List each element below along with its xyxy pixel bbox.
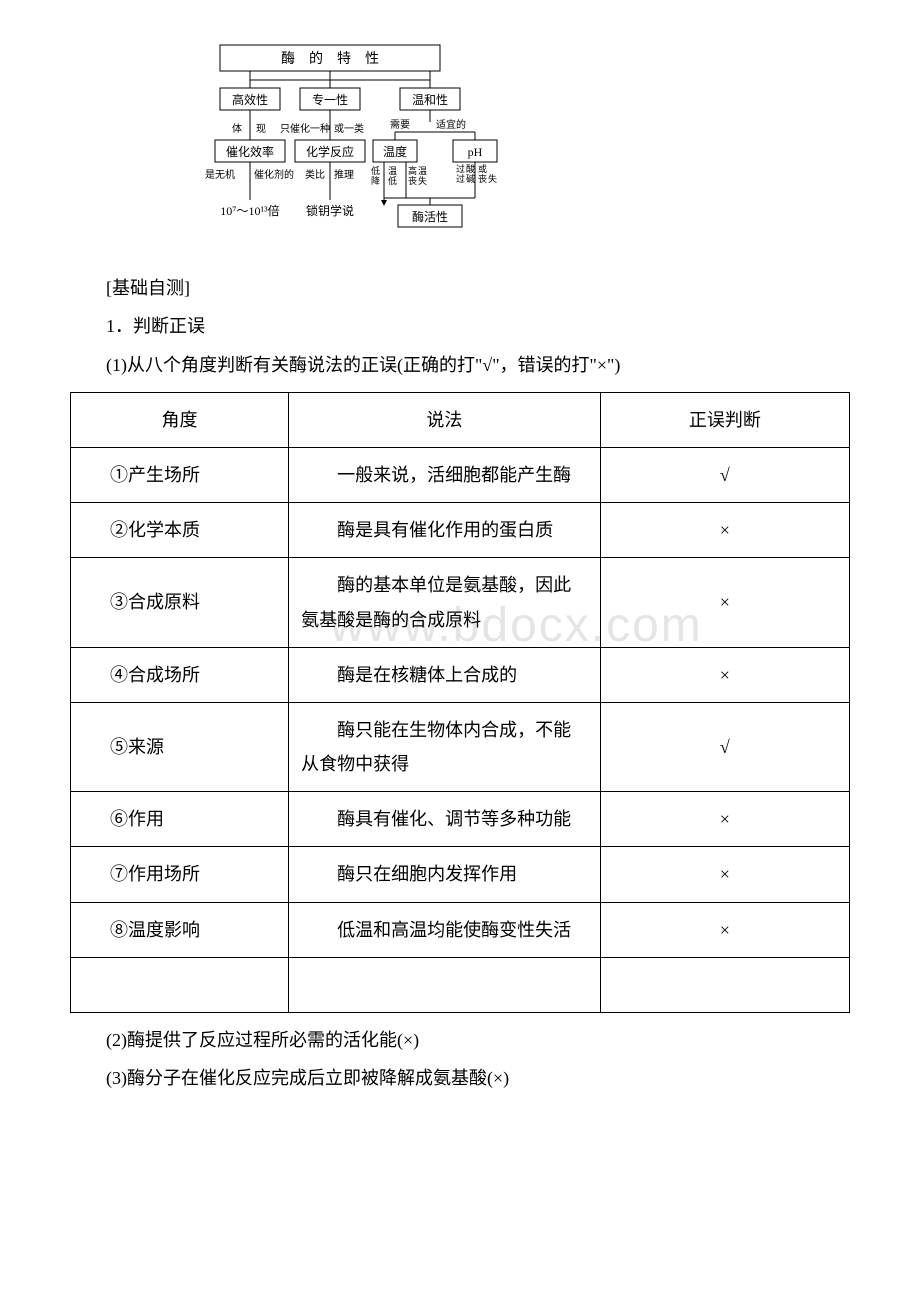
q1-title: 1．判断正误 xyxy=(70,309,850,343)
svg-text:丧: 丧 xyxy=(408,176,417,186)
table-row-empty xyxy=(71,957,850,1012)
svg-text:温度: 温度 xyxy=(383,144,407,159)
svg-text:需要: 需要 xyxy=(390,119,410,131)
header-judgment: 正误判断 xyxy=(600,392,849,447)
enzyme-properties-diagram: 酶 的 特 性 高效性 专一性 温和性 体 现 只催化一种 或一类 需要 适宜的 xyxy=(150,40,850,251)
cell-statement: 酶只能在生物体内合成，不能从食物中获得 xyxy=(289,702,601,791)
table-row: ③合成原料 酶的基本单位是氨基酸，因此氨基酸是酶的合成原料 × xyxy=(71,558,850,647)
cell-statement: 一般来说，活细胞都能产生酶 xyxy=(289,447,601,502)
table-body: ①产生场所 一般来说，活细胞都能产生酶 √ ②化学本质 酶是具有催化作用的蛋白质… xyxy=(71,447,850,1012)
svg-text:高: 高 xyxy=(408,165,417,176)
q3-text: (3)酶分子在催化反应完成后立即被降解成氨基酸(×) xyxy=(70,1061,850,1095)
table-row: ⑥作用 酶具有催化、调节等多种功能 × xyxy=(71,792,850,847)
cell-empty xyxy=(600,957,849,1012)
page-container: www.bdocx.com 酶 的 特 性 高效性 专一性 温和性 体 现 只催… xyxy=(70,40,850,1095)
svg-text:过: 过 xyxy=(456,173,465,184)
cell-judgment: × xyxy=(600,503,849,558)
cell-judgment: × xyxy=(600,647,849,702)
svg-text:锁钥学说: 锁钥学说 xyxy=(306,203,354,218)
svg-text:酸: 酸 xyxy=(466,164,475,174)
svg-text:温和性: 温和性 xyxy=(412,93,448,107)
svg-text:只催化一种: 只催化一种 xyxy=(280,122,330,135)
svg-text:催化剂的: 催化剂的 xyxy=(254,168,294,181)
svg-text:现: 现 xyxy=(256,123,266,135)
table-header-row: 角度 说法 正误判断 xyxy=(71,392,850,447)
cell-statement: 酶是在核糖体上合成的 xyxy=(289,647,601,702)
cell-angle: ②化学本质 xyxy=(71,503,289,558)
svg-text:丧: 丧 xyxy=(478,174,487,184)
svg-text:适宜的: 适宜的 xyxy=(436,118,466,131)
svg-text:专一性: 专一性 xyxy=(312,92,348,107)
cell-empty xyxy=(289,957,601,1012)
svg-text:失: 失 xyxy=(488,173,497,184)
table-row: ④合成场所 酶是在核糖体上合成的 × xyxy=(71,647,850,702)
table-row: ⑦作用场所 酶只在细胞内发挥作用 × xyxy=(71,847,850,902)
svg-text:是无机: 是无机 xyxy=(205,168,235,181)
svg-text:推理: 推理 xyxy=(334,168,354,181)
svg-text:酶活性: 酶活性 xyxy=(412,209,448,224)
cell-statement: 酶的基本单位是氨基酸，因此氨基酸是酶的合成原料 xyxy=(289,558,601,647)
cell-angle: ③合成原料 xyxy=(71,558,289,647)
svg-text:低: 低 xyxy=(371,165,380,176)
cell-statement: 酶是具有催化作用的蛋白质 xyxy=(289,503,601,558)
cell-statement: 低温和高温均能使酶变性失活 xyxy=(289,902,601,957)
table-row: ①产生场所 一般来说，活细胞都能产生酶 √ xyxy=(71,447,850,502)
cell-judgment: √ xyxy=(600,447,849,502)
table-row: ⑧温度影响 低温和高温均能使酶变性失活 × xyxy=(71,902,850,957)
svg-text:碱: 碱 xyxy=(466,174,475,184)
diagram-title: 酶 的 特 性 xyxy=(281,51,379,67)
cell-angle: ⑦作用场所 xyxy=(71,847,289,902)
svg-text:高效性: 高效性 xyxy=(232,92,268,107)
table-row: ⑤来源 酶只能在生物体内合成，不能从食物中获得 √ xyxy=(71,702,850,791)
svg-text:体: 体 xyxy=(232,123,242,135)
svg-text:低: 低 xyxy=(388,175,397,186)
svg-text:10⁷～10¹³倍: 10⁷～10¹³倍 xyxy=(220,203,279,218)
cell-statement: 酶具有催化、调节等多种功能 xyxy=(289,792,601,847)
header-angle: 角度 xyxy=(71,392,289,447)
svg-text:过: 过 xyxy=(456,163,465,174)
judgment-table: 角度 说法 正误判断 ①产生场所 一般来说，活细胞都能产生酶 √ ②化学本质 酶… xyxy=(70,392,850,1013)
svg-text:降: 降 xyxy=(371,175,380,186)
svg-text:或一类: 或一类 xyxy=(334,122,364,135)
cell-judgment: × xyxy=(600,902,849,957)
cell-judgment: × xyxy=(600,558,849,647)
q1-prompt: (1)从八个角度判断有关酶说法的正误(正确的打"√"，错误的打"×") xyxy=(70,348,850,382)
table-row: ②化学本质 酶是具有催化作用的蛋白质 × xyxy=(71,503,850,558)
cell-angle: ⑧温度影响 xyxy=(71,902,289,957)
svg-text:化学反应: 化学反应 xyxy=(306,144,354,159)
cell-angle: ①产生场所 xyxy=(71,447,289,502)
svg-text:pH: pH xyxy=(468,145,483,159)
cell-angle: ④合成场所 xyxy=(71,647,289,702)
cell-judgment: × xyxy=(600,847,849,902)
svg-text:失: 失 xyxy=(418,175,427,186)
cell-statement: 酶只在细胞内发挥作用 xyxy=(289,847,601,902)
svg-text:类比: 类比 xyxy=(305,168,325,181)
header-statement: 说法 xyxy=(289,392,601,447)
cell-angle: ⑥作用 xyxy=(71,792,289,847)
q2-text: (2)酶提供了反应过程所必需的活化能(×) xyxy=(70,1023,850,1057)
cell-judgment: × xyxy=(600,792,849,847)
cell-empty xyxy=(71,957,289,1012)
cell-angle: ⑤来源 xyxy=(71,702,289,791)
svg-text:温: 温 xyxy=(388,166,397,176)
svg-text:或: 或 xyxy=(478,163,487,174)
cell-judgment: √ xyxy=(600,702,849,791)
svg-text:催化效率: 催化效率 xyxy=(226,144,274,159)
section-title: [基础自测] xyxy=(70,271,850,305)
svg-text:温: 温 xyxy=(418,166,427,176)
